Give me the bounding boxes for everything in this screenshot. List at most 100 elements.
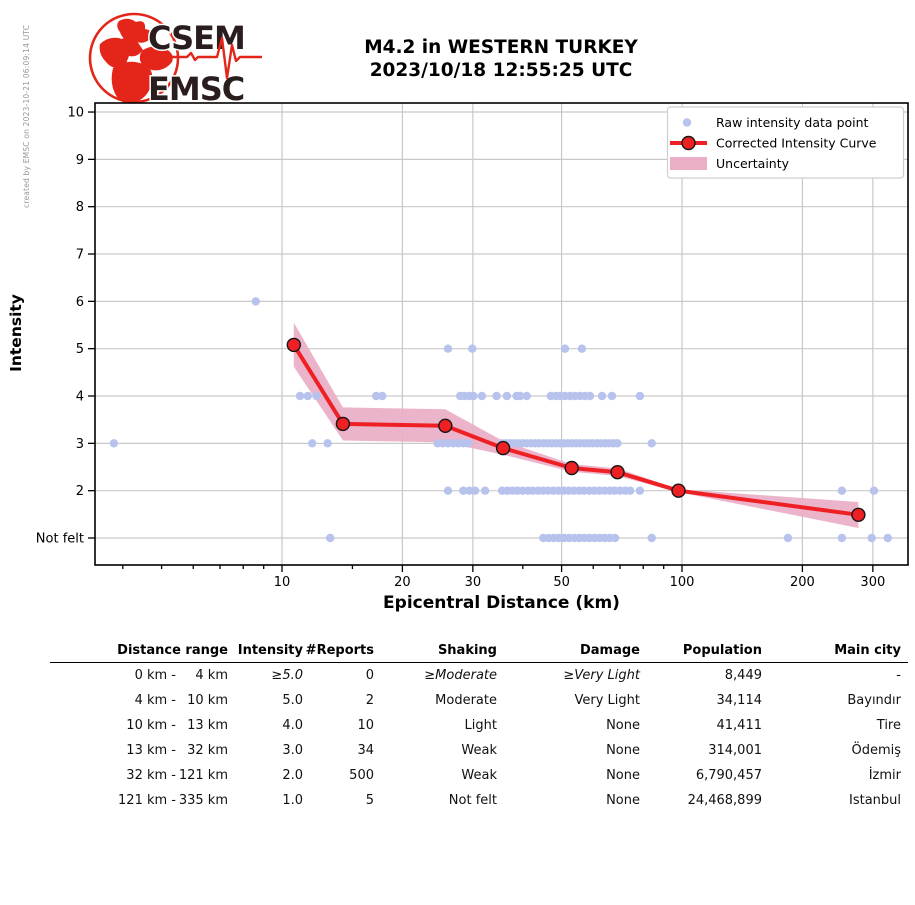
raw-point [468, 344, 477, 353]
range-to: 10 km [187, 693, 228, 708]
raw-point [295, 391, 305, 401]
raw-point [837, 533, 847, 543]
table-header-row: Distance range Intensity #Reports Shaking Da… [50, 638, 908, 663]
cell-population: 6,790,457 [695, 768, 762, 783]
cell-intensity: 2.0 [282, 768, 303, 783]
cell-main_city: Tire [876, 718, 901, 733]
curve-marker [851, 507, 866, 522]
legend-uncertainty-patch-icon [670, 157, 707, 170]
raw-point [477, 391, 487, 401]
cell-main_city: Istanbul [848, 793, 901, 808]
cell-shaking: ≥Moderate [424, 668, 497, 683]
y-tick-label: 9 [76, 153, 84, 168]
raw-point [480, 486, 490, 495]
raw-point [323, 439, 332, 448]
range-from: 0 km - [134, 668, 176, 683]
intensity-distance-chart: Not felt 2 3 4 5 6 7 8 9 10 10 20 30 50 100 200 300 Inten… [7, 102, 909, 613]
chart-title: M4.2 in WESTERN TURKEY [364, 37, 638, 58]
raw-point [647, 533, 656, 543]
table-row: 4 km - 10 km 5.0 2 Moderate Very Light 34,114 B… [50, 688, 908, 713]
cell-reports: 2 [365, 693, 374, 708]
y-axis-title: Intensity [7, 294, 25, 372]
raw-point [502, 391, 512, 401]
x-tick-label: 200 [790, 575, 815, 590]
cell-damage: None [606, 793, 640, 808]
intensity-report-table: Distance range Intensity #Reports Shaking Da… [50, 638, 908, 813]
emsc-logo: CSEM EMSC [88, 12, 262, 108]
range-from: 13 km - [126, 743, 176, 758]
cell-reports: 34 [357, 743, 374, 758]
raw-point [378, 391, 387, 401]
cell-range: 10 km - 13 km [50, 713, 228, 738]
raw-point [308, 439, 317, 448]
table-row: 121 km -335 km 1.0 5 Not felt None 24,468,899… [50, 788, 908, 813]
cell-damage: ≥Very Light [563, 668, 640, 683]
table-body: 0 km - 4 km ≥5.0 0 ≥Moderate ≥Very Light 8,449… [50, 663, 908, 814]
raw-point [469, 391, 478, 401]
table-row: 10 km - 13 km 4.0 10 Light None 41,411 Tire [50, 713, 908, 738]
legend-label: Uncertainty [716, 156, 790, 171]
curve-marker [495, 440, 511, 456]
y-tick-label: Not felt [36, 532, 84, 547]
cell-shaking: Moderate [435, 693, 497, 708]
cell-damage: Very Light [574, 693, 641, 708]
seismogram-icon [151, 36, 262, 80]
curve-marker [671, 483, 686, 498]
corrected-intensity-curve [292, 343, 859, 517]
table-row: 0 km - 4 km ≥5.0 0 ≥Moderate ≥Very Light 8,449… [50, 663, 908, 689]
cell-shaking: Weak [461, 768, 497, 783]
cell-population: 34,114 [716, 693, 763, 708]
cell-damage: None [606, 718, 640, 733]
x-axis-title: Epicentral Distance (km) [383, 593, 620, 613]
table-row: 32 km -121 km 2.0 500 Weak None 6,790,457 İzmi… [50, 763, 908, 788]
x-tick-label: 30 [465, 575, 482, 590]
cell-range: 121 km -335 km [50, 788, 228, 813]
raw-point [577, 344, 587, 353]
curve-marker [564, 460, 579, 476]
logo-text-emsc: EMSC [148, 70, 244, 108]
cell-reports: 0 [365, 668, 374, 683]
y-tick-label: 3 [76, 437, 84, 452]
y-tick-label: 6 [76, 295, 84, 310]
raw-point [109, 439, 119, 448]
table-header-shaking: Shaking [374, 638, 497, 663]
cell-main_city: - [896, 668, 901, 683]
curve-marker [610, 465, 625, 480]
x-tick-label: 100 [670, 575, 695, 590]
chart-subtitle: 2023/10/18 12:55:25 UTC [369, 60, 633, 81]
curve-marker [286, 337, 301, 353]
raw-point [867, 533, 876, 543]
raw-point [372, 391, 381, 401]
cell-intensity: 4.0 [282, 718, 303, 733]
raw-point [303, 391, 312, 401]
range-to: 13 km [187, 718, 228, 733]
axis-tick-labels: Not felt 2 3 4 5 6 7 8 9 10 10 20 30 50 100 200 300 [36, 106, 885, 590]
cell-damage: None [606, 768, 640, 783]
cell-population: 24,468,899 [687, 793, 762, 808]
raw-point [516, 391, 525, 401]
legend-box [666, 106, 905, 179]
curve-marker [335, 416, 351, 432]
table-row: 13 km - 32 km 3.0 34 Weak None 314,001 Ödemiş [50, 738, 908, 763]
raw-point [443, 344, 453, 353]
raw-point [869, 486, 879, 495]
raw-point [459, 486, 468, 495]
cell-main_city: İzmir [868, 768, 901, 783]
x-tick-label: 10 [274, 575, 291, 590]
axis-ticks [88, 111, 874, 572]
y-tick-label: 10 [67, 106, 84, 121]
raw-point [597, 391, 607, 401]
y-tick-label: 5 [76, 342, 84, 357]
curve-markers [286, 337, 866, 522]
y-tick-label: 8 [76, 200, 84, 215]
x-tick-label: 300 [860, 575, 885, 590]
raw-point [635, 486, 645, 495]
legend: Raw intensity data point Corrected Intens… [666, 106, 905, 179]
cell-main_city: Bayındır [847, 693, 901, 708]
raw-point [647, 439, 656, 448]
cell-shaking: Light [464, 718, 497, 733]
x-tick-label: 20 [394, 575, 411, 590]
range-to: 4 km [195, 668, 228, 683]
raw-point [443, 486, 453, 495]
